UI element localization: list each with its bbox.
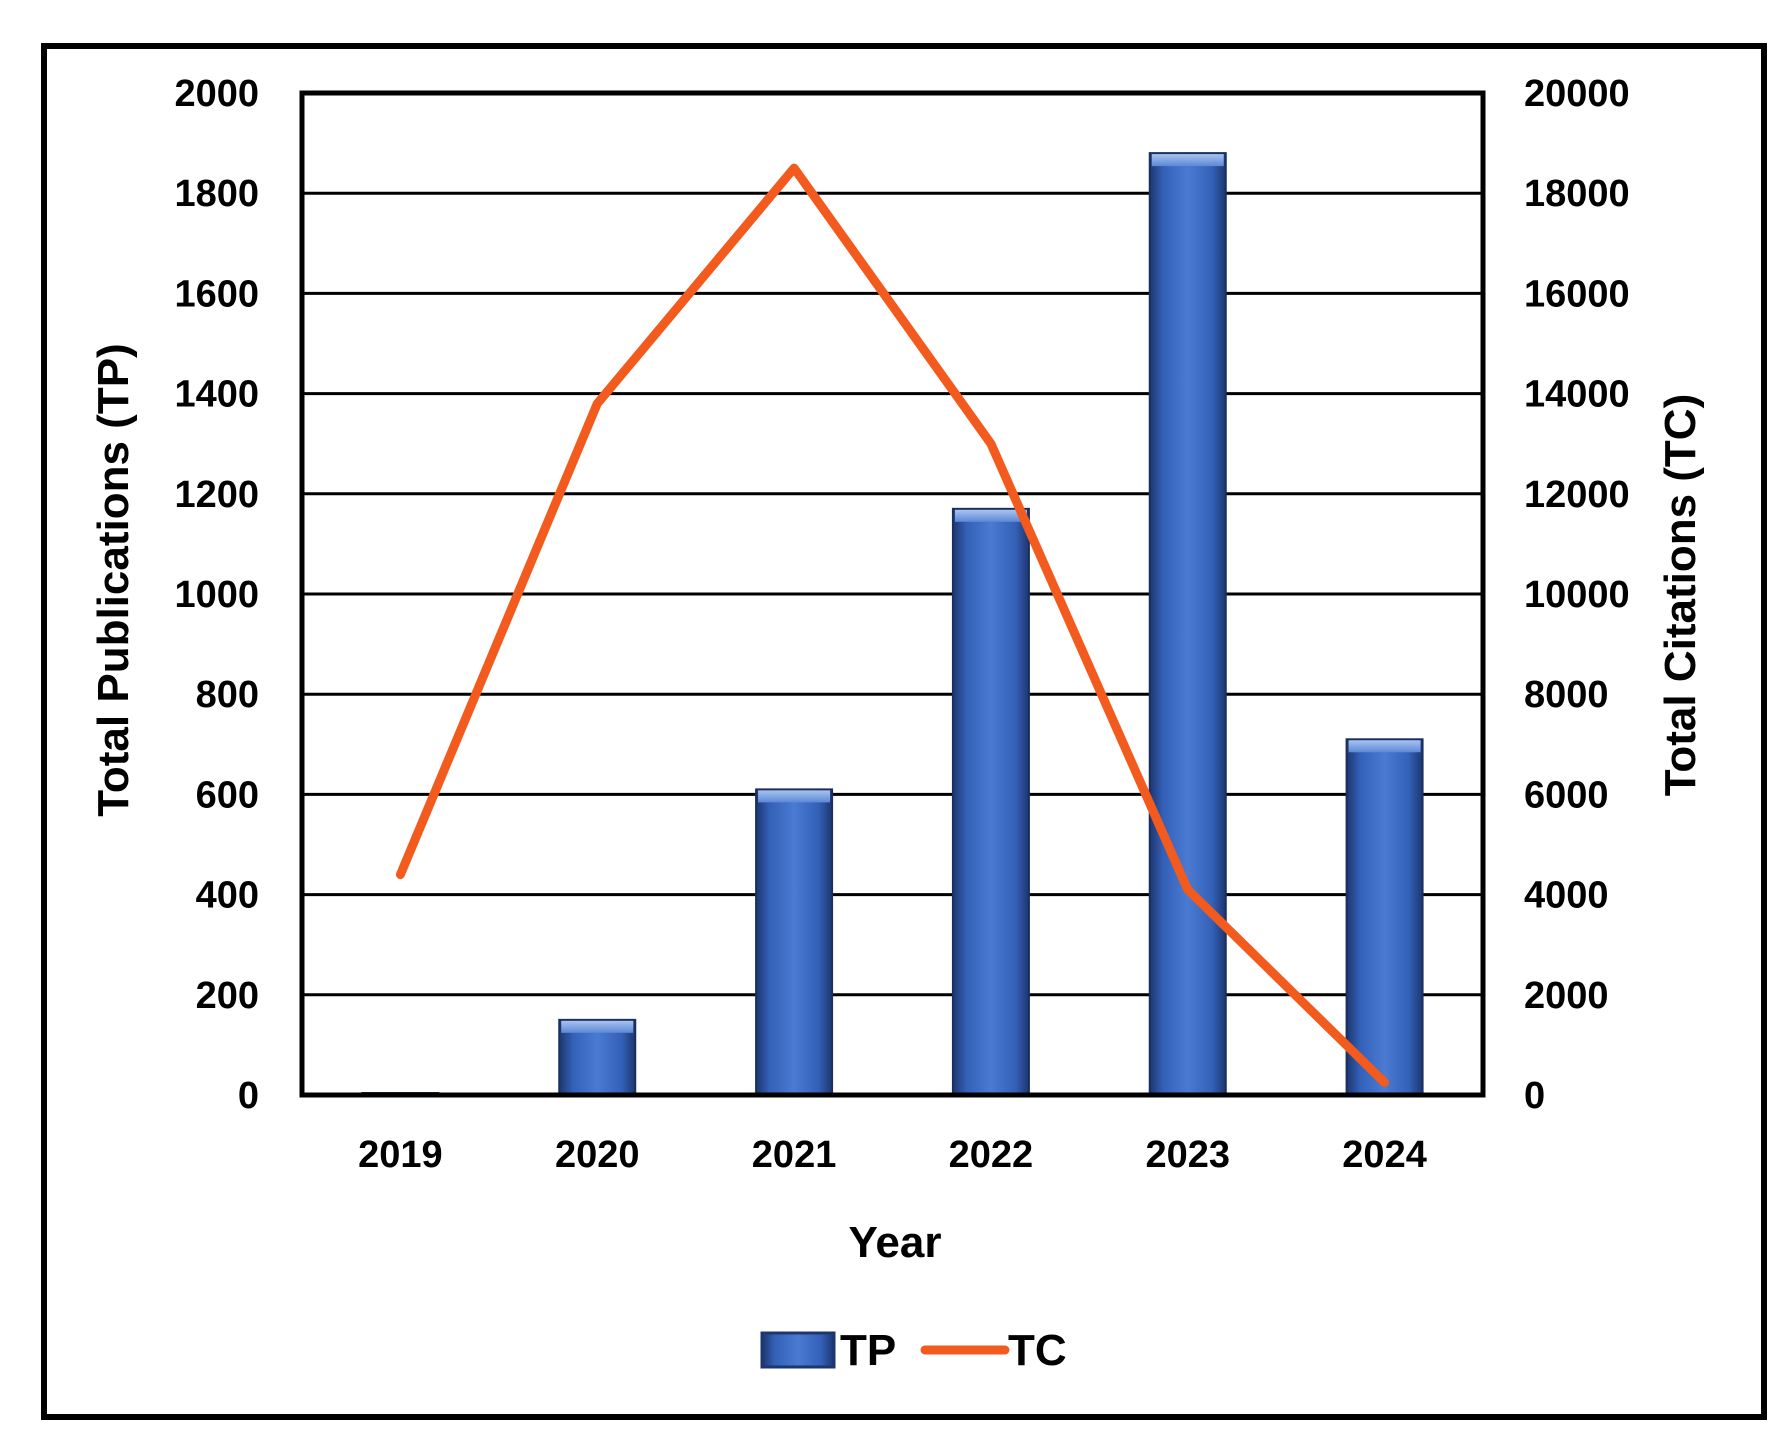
y2-tick-label: 14000 [1524,374,1630,416]
bar-cap [1348,740,1421,753]
bar [951,507,1030,1096]
y-tick-label: 0 [238,1075,259,1117]
bar [755,788,834,1096]
bar [1345,738,1424,1096]
y-tick-label: 1000 [174,574,259,616]
y2-tick-label: 20000 [1524,73,1630,115]
y-axis-title: Total Publications (TP) [89,343,138,816]
y-tick-label: 1400 [174,374,259,416]
bar-body [951,507,1030,1096]
y2-tick-label: 8000 [1524,674,1609,716]
legend: TP TC [760,1326,1067,1375]
legend-label-tc: TC [1008,1326,1067,1375]
y2-tick-label: 0 [1524,1075,1545,1117]
axis-ticks: 0200400600800100012001400160018002000020… [174,73,1629,1176]
x-tick-label: 2023 [1145,1134,1230,1176]
y2-tick-label: 10000 [1524,574,1630,616]
bar [558,1018,637,1096]
y-tick-label: 1600 [174,273,259,315]
y2-tick-label: 18000 [1524,173,1630,215]
y2-axis-title: Total Citations (TC) [1656,394,1705,796]
x-tick-label: 2019 [358,1134,443,1176]
gridlines [302,91,1483,1097]
bar-body [755,788,834,1096]
y-tick-label: 800 [196,674,259,716]
x-tick-label: 2021 [752,1134,837,1176]
y-tick-label: 1200 [174,474,259,516]
x-tick-label: 2020 [555,1134,640,1176]
bar [1148,152,1227,1096]
x-tick-label: 2022 [949,1134,1034,1176]
y2-tick-label: 16000 [1524,273,1630,315]
x-tick-label: 2024 [1342,1134,1427,1176]
x-axis-title: Year [849,1218,942,1267]
y-tick-label: 600 [196,774,259,816]
y2-tick-label: 2000 [1524,975,1609,1017]
bar-cap [758,790,831,803]
legend-label-tp: TP [840,1326,896,1375]
y-tick-label: 1800 [174,173,259,215]
bar-body [1345,738,1424,1096]
legend-swatch-tp [760,1331,836,1369]
y-tick-label: 2000 [174,73,259,115]
bar-cap [1151,154,1224,167]
bar-cap [561,1020,634,1033]
y-tick-label: 200 [196,975,259,1017]
line-series-tc [395,163,1390,1087]
bar-cap [954,509,1027,522]
y-tick-label: 400 [196,875,259,917]
bar-body [1148,152,1227,1096]
y2-tick-label: 4000 [1524,875,1609,917]
y2-tick-label: 12000 [1524,474,1630,516]
chart-frame [41,43,1767,1420]
y2-tick-label: 6000 [1524,774,1609,816]
plot-area-border [299,90,1486,1098]
